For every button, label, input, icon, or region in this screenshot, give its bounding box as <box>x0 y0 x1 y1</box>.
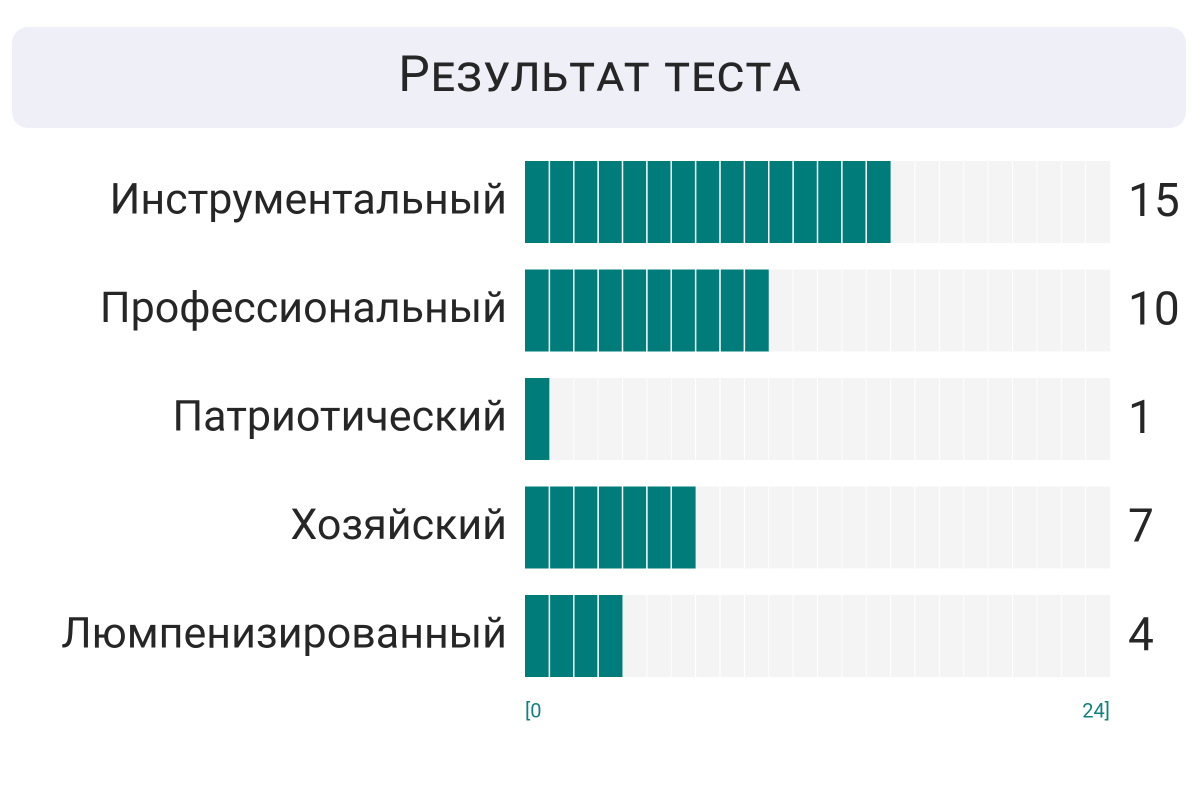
category-label: Патриотический <box>172 391 507 441</box>
category-label: Хозяйский <box>290 500 507 550</box>
bar <box>525 486 696 569</box>
title-box <box>12 27 1186 128</box>
value-label: 7 <box>1128 500 1154 554</box>
bar <box>525 161 891 243</box>
category-label: Люмпенизированный <box>61 608 507 658</box>
value-label: 4 <box>1128 608 1154 662</box>
x-tick-label: 24] <box>1082 698 1110 722</box>
chart-title: Результат теста <box>398 46 801 104</box>
category-label: Инструментальный <box>110 174 507 224</box>
value-label: 15 <box>1128 174 1180 228</box>
value-label: 10 <box>1128 283 1180 337</box>
x-tick-label: [0 <box>525 698 542 722</box>
category-label: Профессиональный <box>100 283 507 333</box>
value-label: 1 <box>1128 391 1154 445</box>
bar <box>525 378 550 460</box>
